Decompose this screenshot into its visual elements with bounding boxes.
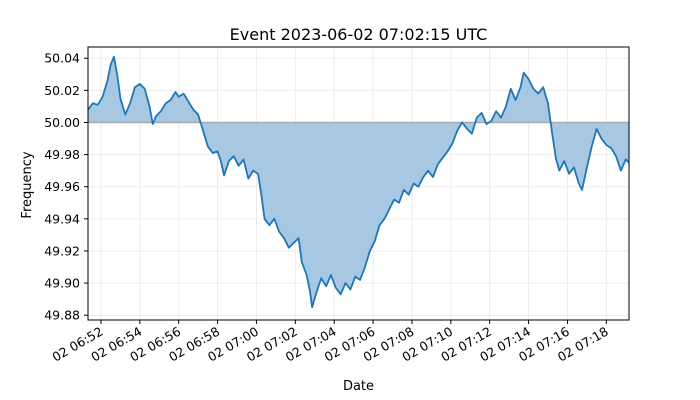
y-tick-label: 50.04	[44, 51, 80, 66]
y-tick-label: 49.88	[44, 308, 80, 323]
series-line-layer	[87, 55, 630, 309]
y-tick-label: 49.98	[44, 147, 80, 162]
y-tick-label: 49.96	[44, 179, 80, 194]
y-tick-label: 50.02	[44, 83, 80, 98]
x-axis-label: Date	[343, 379, 374, 394]
area-fill-layer	[88, 56, 629, 308]
y-tick-label: 50.00	[44, 115, 80, 130]
area-fill	[88, 56, 629, 308]
y-axis-label: Frequency	[20, 151, 35, 218]
y-tick-label: 49.90	[44, 276, 80, 291]
chart-title: Event 2023-06-02 07:02:15 UTC	[230, 25, 488, 44]
series-line	[87, 55, 630, 309]
y-tick-label: 49.92	[44, 243, 80, 258]
y-axis-ticks: 49.88 49.90 49.92 49.94 49.96 49.98 50.00 50.02…	[44, 51, 88, 323]
y-tick-label: 49.94	[44, 211, 80, 226]
plot-frame	[87, 46, 630, 321]
